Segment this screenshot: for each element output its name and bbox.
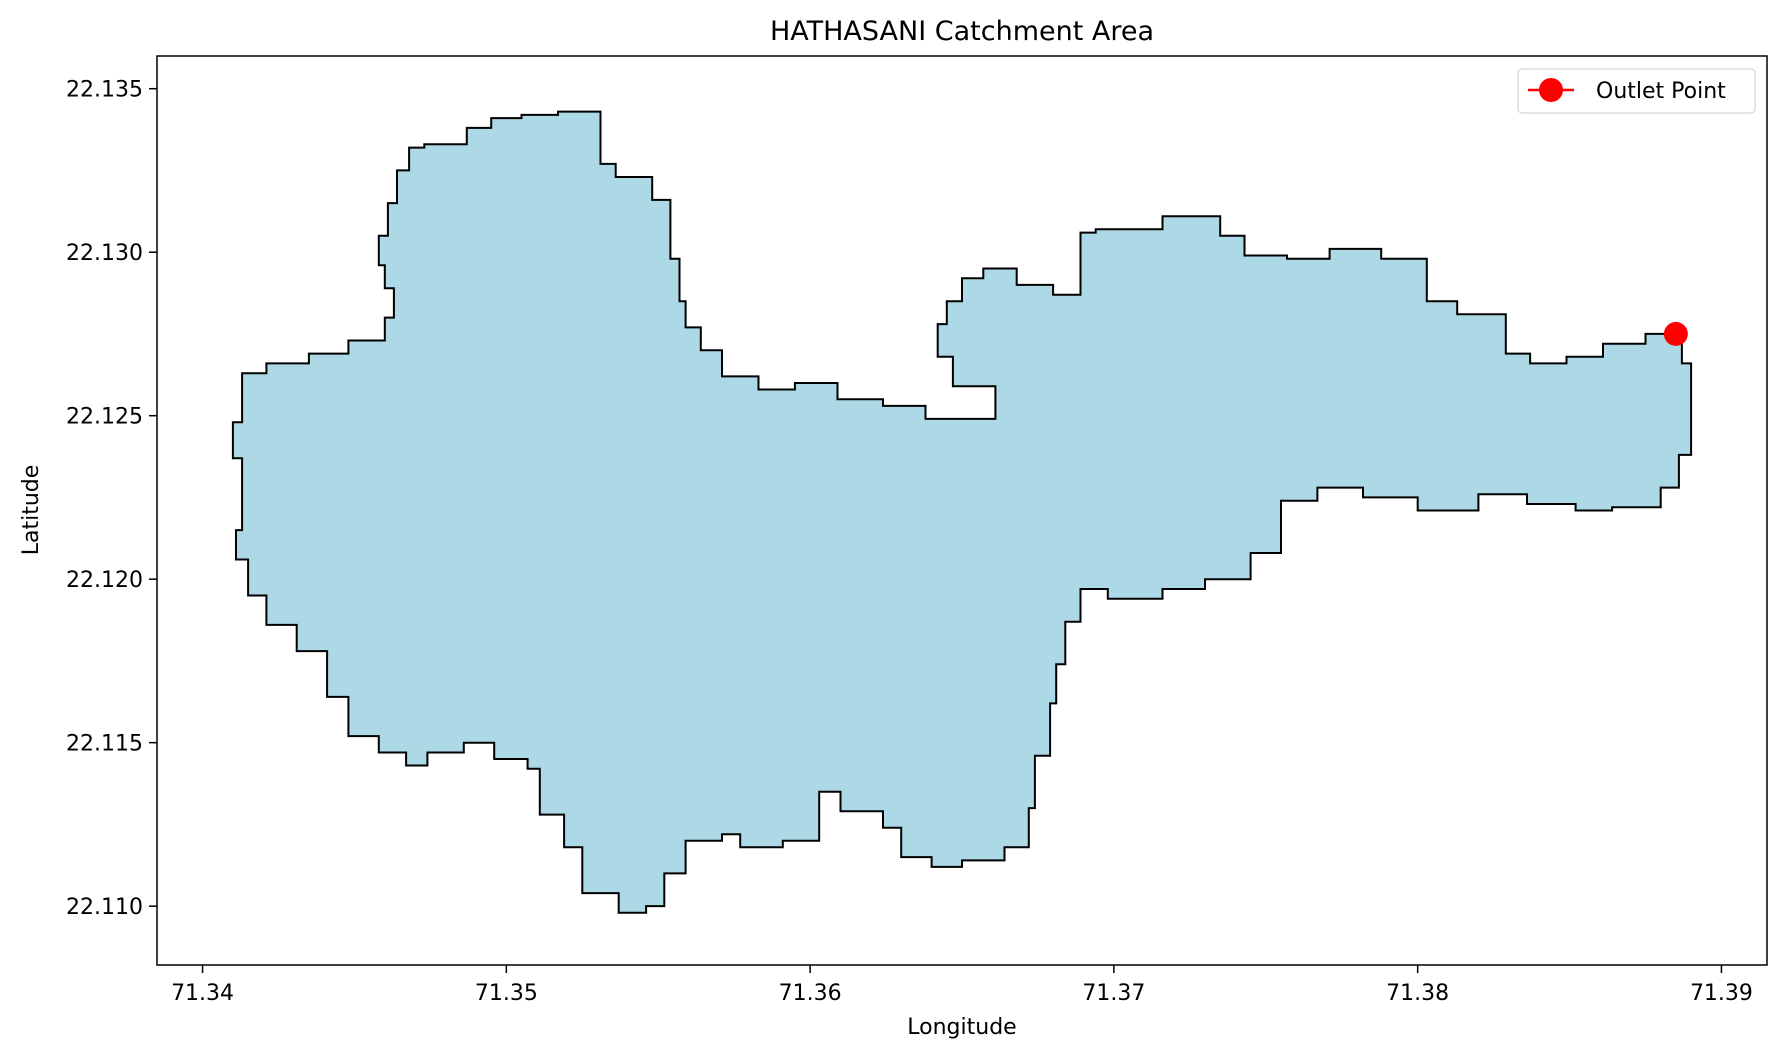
- x-tick-label: 71.36: [779, 981, 842, 1006]
- x-tick-label: 71.38: [1386, 981, 1449, 1006]
- y-axis-label: Latitude: [19, 465, 44, 556]
- y-tick-label: 22.125: [66, 405, 143, 430]
- legend-box: [1517, 68, 1756, 114]
- x-tick-label: 71.39: [1690, 981, 1753, 1006]
- legend: Outlet Point: [1517, 68, 1756, 114]
- x-axis-label: Longitude: [907, 1015, 1016, 1040]
- chart-title: HATHASANI Catchment Area: [770, 16, 1154, 47]
- outlet-point-marker: [1663, 321, 1688, 346]
- y-tick-label: 22.130: [66, 241, 143, 266]
- x-tick-label: 71.37: [1082, 981, 1145, 1006]
- y-axis-ticks: 22.110 22.115 22.120 22.125 22.130 22.135: [66, 78, 157, 920]
- y-tick-label: 22.115: [66, 732, 143, 757]
- legend-outlet-marker: [1539, 78, 1563, 102]
- x-axis-ticks: 71.34 71.35 71.36 71.37 71.38 71.39: [171, 965, 1753, 1006]
- y-tick-label: 22.110: [66, 895, 143, 920]
- axes-frame: [156, 55, 1768, 966]
- legend-label-outlet-point: Outlet Point: [1596, 79, 1726, 104]
- y-tick-label: 22.120: [66, 568, 143, 593]
- x-tick-label: 71.35: [475, 981, 538, 1006]
- x-tick-label: 71.34: [171, 981, 234, 1006]
- plot-area: [231, 110, 1693, 914]
- catchment-area-polygon: [231, 110, 1693, 914]
- y-tick-label: 22.135: [66, 78, 143, 103]
